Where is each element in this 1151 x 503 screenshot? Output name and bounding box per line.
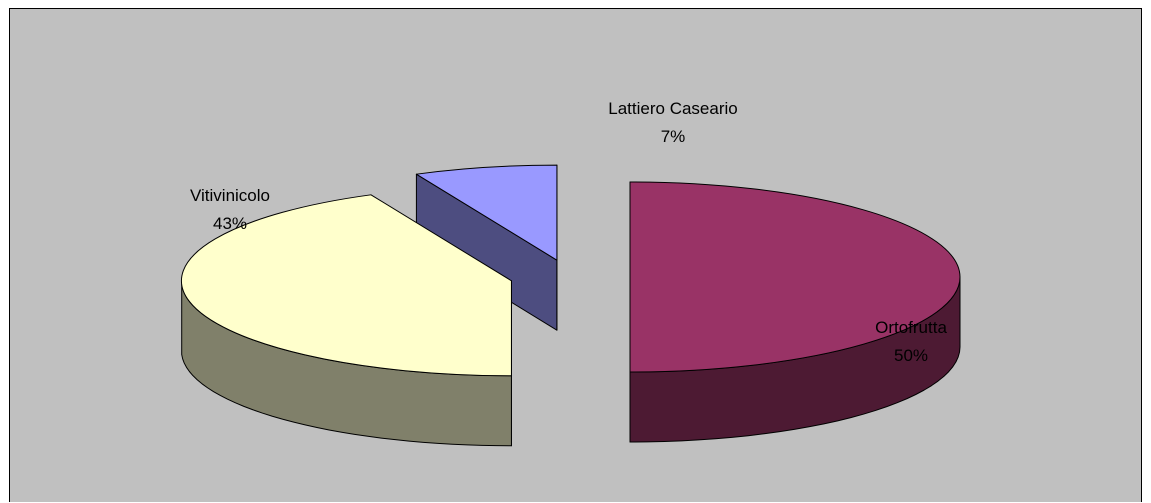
slice-percent-label: 7% (661, 127, 686, 146)
pie-labels: Ortofrutta 50% Vitivinicolo 43% Lattiero… (190, 99, 947, 365)
slice-name-label: Ortofrutta (875, 318, 947, 337)
pie-slice-top-2 (415, 164, 558, 261)
pie-chart: Ortofrutta 50% Vitivinicolo 43% Lattiero… (180, 99, 961, 447)
slice-name-label: Lattiero Caseario (608, 99, 737, 118)
slice-name-label: Vitivinicolo (190, 186, 270, 205)
chart-area: Ortofrutta 50% Vitivinicolo 43% Lattiero… (9, 8, 1142, 502)
pie-slice-top-0 (629, 181, 961, 373)
slice-percent-label: 50% (894, 346, 928, 365)
pie-slices (180, 164, 961, 447)
slice-percent-label: 43% (213, 214, 247, 233)
pie-slice-top-1 (180, 194, 512, 377)
